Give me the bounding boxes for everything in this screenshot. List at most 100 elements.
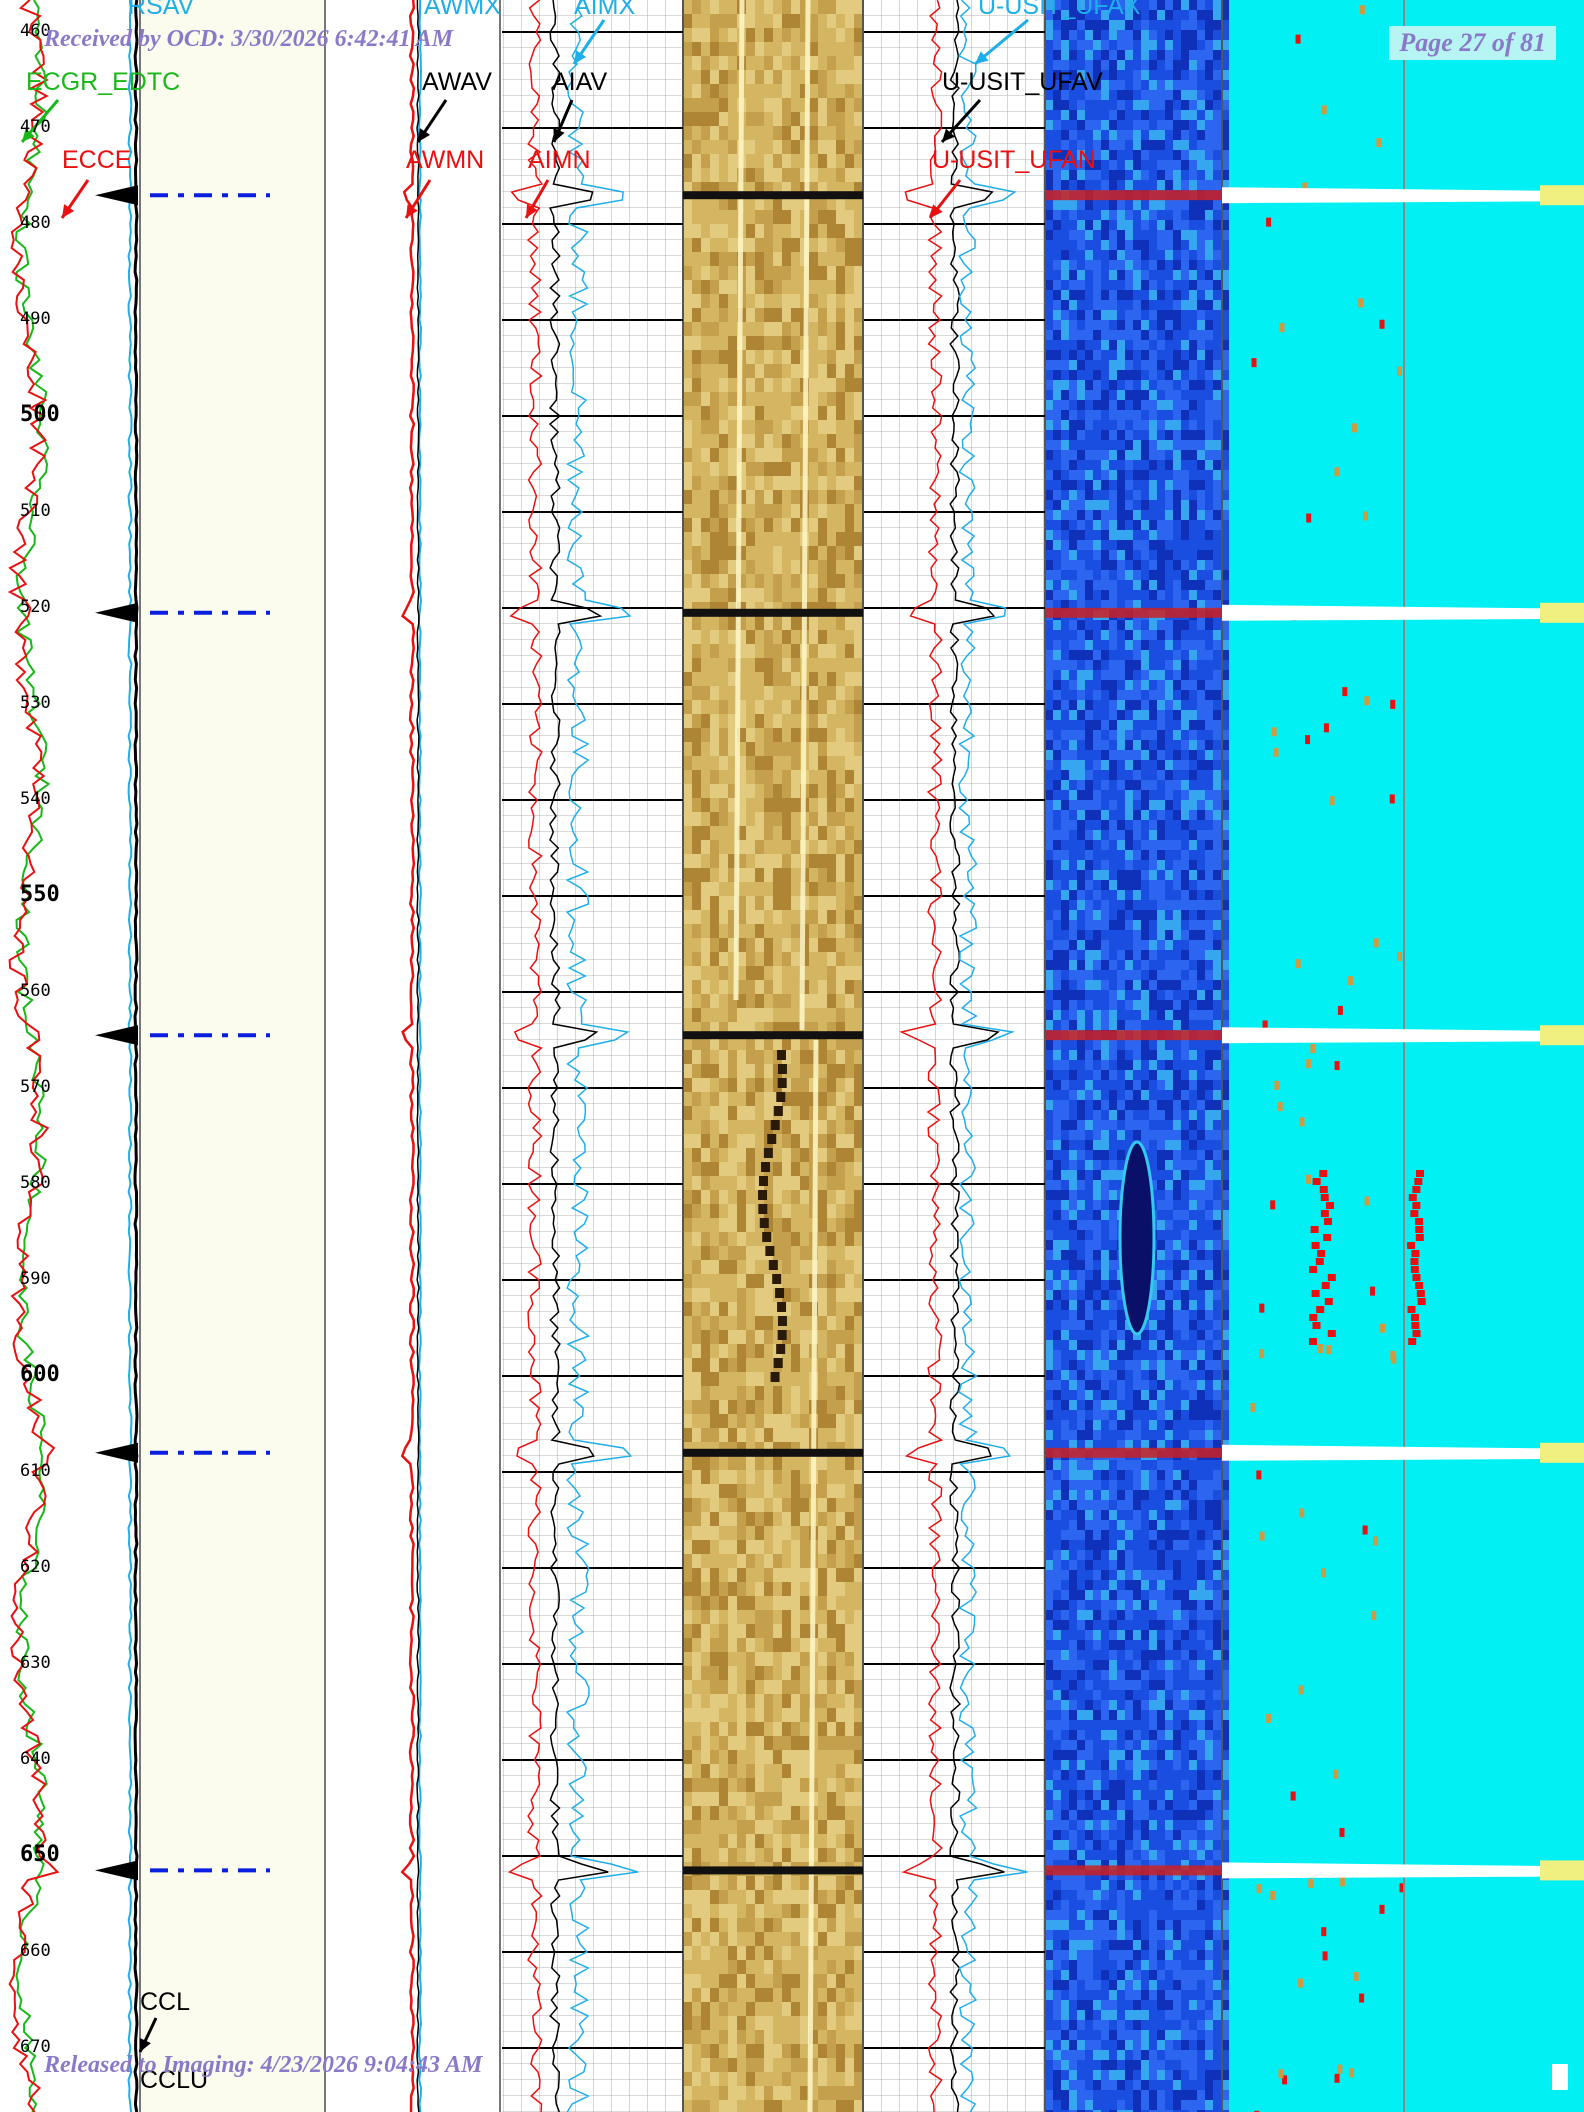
aimn-curve: [507, 0, 544, 2112]
image-feature: [759, 1218, 769, 1228]
ccl-spike: [95, 1860, 138, 1881]
map-feature: [1311, 1290, 1320, 1297]
image-feature: [777, 1330, 787, 1340]
image-streak: [733, 0, 745, 1001]
depth-label: 460: [20, 21, 51, 41]
ccl-spike: [95, 185, 138, 206]
page-number: Page 27 of 81: [1389, 26, 1556, 60]
map-feature: [1412, 1274, 1421, 1281]
map-feature: [1410, 1314, 1419, 1321]
aiav-arrow-head: [553, 128, 565, 142]
label-ecce: ECCE: [62, 146, 132, 174]
map-feature: [1315, 1258, 1324, 1265]
map-feature: [1415, 1234, 1424, 1241]
grid-track-3: [502, 0, 683, 2112]
map-feature: [1412, 1330, 1421, 1337]
depth-label: 610: [20, 1461, 51, 1481]
image-feature: [777, 1302, 787, 1312]
map-feature: [1309, 1266, 1318, 1273]
label-ufan: U-USIT_UFAN: [932, 146, 1096, 174]
collar-band: [1222, 1027, 1584, 1044]
ecce-arrow-head: [62, 204, 75, 218]
label-aimx: AIMX: [574, 0, 636, 20]
depth-label: 590: [20, 1269, 51, 1289]
collar-band: [1045, 1030, 1222, 1041]
map-feature: [1415, 1226, 1424, 1233]
map-feature: [1411, 1250, 1420, 1257]
image-feature: [777, 1316, 787, 1326]
aimn-arrow-head: [526, 204, 538, 218]
image-feature: [777, 1078, 787, 1088]
label-cclu: CCLU: [140, 2066, 209, 2094]
image-feature: [758, 1176, 768, 1186]
awmn-curve: [400, 0, 416, 2112]
depth-label: 490: [20, 309, 51, 329]
collar-band: [1540, 1442, 1584, 1463]
depth-label: 660: [20, 1941, 51, 1961]
map-feature: [1317, 1250, 1326, 1257]
map-feature: [1324, 1298, 1333, 1305]
label-awav: AWAV: [422, 68, 492, 96]
image-feature: [776, 1050, 786, 1060]
depth-label: 620: [20, 1557, 51, 1577]
depth-label: 550: [20, 882, 60, 907]
collar-band: [1045, 607, 1222, 618]
image-feature: [763, 1148, 773, 1158]
collar-band: [1222, 1444, 1584, 1461]
collar-band: [683, 1866, 863, 1875]
label-ccl: CCL: [140, 1988, 191, 2016]
awav-arrow-head: [418, 128, 431, 142]
collar-band: [1540, 185, 1584, 206]
map-feature: [1410, 1266, 1419, 1273]
collar-band: [1540, 602, 1584, 623]
collar-band: [1222, 1862, 1584, 1879]
depth-label: 530: [20, 693, 51, 713]
map-feature: [1312, 1322, 1321, 1329]
depth-label: 600: [20, 1362, 60, 1387]
received-stamp: Received by OCD: 3/30/2026 6:42:41 AM: [44, 26, 454, 52]
image-streak: [799, 0, 811, 1031]
map-feature: [1416, 1170, 1425, 1177]
depth-label: 570: [20, 1077, 51, 1097]
image-feature: [770, 1372, 780, 1382]
rsav-curve: [127, 0, 133, 2112]
map-feature: [1311, 1242, 1320, 1249]
label-aimn: AIMN: [528, 146, 591, 174]
collar-band: [1222, 604, 1584, 621]
aimx-curve: [565, 0, 639, 2112]
corner-marker: [1552, 2064, 1568, 2090]
depth-label: 560: [20, 981, 51, 1001]
collar-band: [683, 1448, 863, 1457]
ccl-curve: [133, 0, 139, 2112]
depth-label: 670: [20, 2037, 51, 2057]
image-feature: [758, 1204, 768, 1214]
collar-band: [1540, 1860, 1584, 1881]
collar-band: [1222, 187, 1584, 204]
collar-band: [683, 191, 863, 200]
image-feature: [777, 1064, 787, 1074]
label-ufax: U-USIT_UFAX: [978, 0, 1141, 20]
ufan-curve: [899, 0, 944, 2112]
map-feature: [1408, 1338, 1417, 1345]
map-feature: [1410, 1258, 1419, 1265]
image-feature: [773, 1106, 783, 1116]
map-feature: [1327, 1330, 1336, 1337]
label-rsav: RSAV: [128, 0, 195, 20]
awmx-curve: [417, 0, 423, 2112]
map-feature: [1323, 1234, 1332, 1241]
map-feature: [1309, 1314, 1318, 1321]
image-streak: [807, 1039, 819, 2112]
map-feature: [1415, 1282, 1424, 1289]
collar-band: [1045, 1865, 1222, 1876]
map-feature: [1407, 1306, 1416, 1313]
depth-label: 510: [20, 501, 51, 521]
ccl-spike: [95, 1025, 138, 1046]
map-feature: [1309, 1338, 1318, 1345]
label-awmx: AWMX: [424, 0, 501, 20]
map-feature: [1417, 1298, 1426, 1305]
ccl-arrow-head: [139, 2038, 151, 2052]
depth-label: 640: [20, 1749, 51, 1769]
ccl-spike: [95, 602, 138, 623]
image-feature: [773, 1358, 783, 1368]
image-feature: [775, 1288, 785, 1298]
